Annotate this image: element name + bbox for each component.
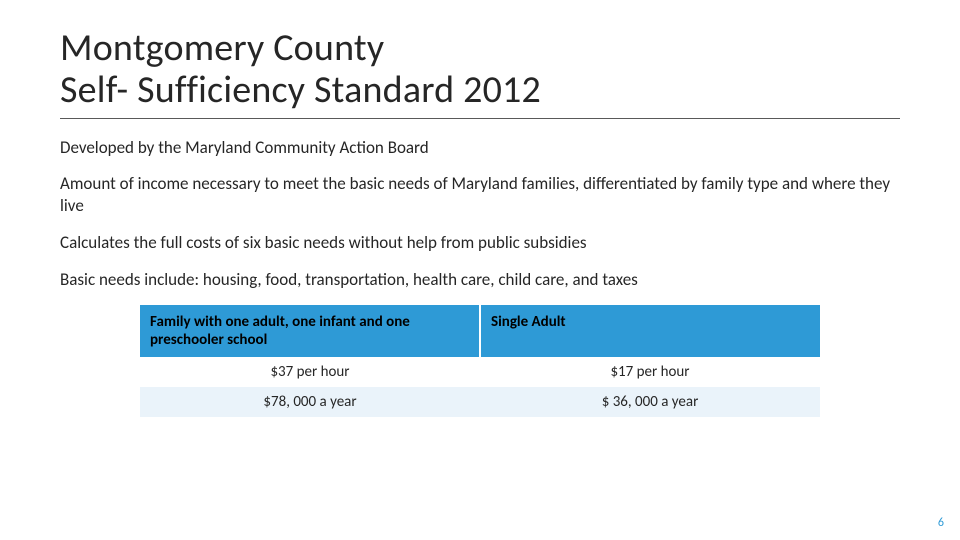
page-number: 6 (938, 516, 944, 530)
table: Family with one adult, one infant and on… (140, 305, 820, 417)
comparison-table: Family with one adult, one infant and on… (140, 305, 820, 417)
slide-content: Montgomery County Self- Sufficiency Stan… (0, 0, 960, 417)
table-header-row: Family with one adult, one infant and on… (140, 305, 820, 357)
title-line-1: Montgomery County (60, 25, 384, 71)
table-header-cell: Single Adult (480, 305, 820, 357)
bullet-item: Amount of income necessary to meet the b… (60, 173, 900, 217)
table-header-cell: Family with one adult, one infant and on… (140, 305, 480, 357)
table-cell: $17 per hour (480, 357, 820, 387)
table-cell: $ 36, 000 a year (480, 387, 820, 417)
bullet-item: Calculates the full costs of six basic n… (60, 232, 900, 254)
bullet-item: Developed by the Maryland Community Acti… (60, 137, 900, 159)
title-line-2: Self- Sufficiency Standard 2012 (60, 67, 541, 113)
table-row: $78, 000 a year $ 36, 000 a year (140, 387, 820, 417)
table-cell: $78, 000 a year (140, 387, 480, 417)
table-row: $37 per hour $17 per hour (140, 357, 820, 387)
table-cell: $37 per hour (140, 357, 480, 387)
bullet-list: Developed by the Maryland Community Acti… (60, 137, 900, 291)
bullet-item: Basic needs include: housing, food, tran… (60, 269, 900, 291)
slide-title: Montgomery County Self- Sufficiency Stan… (60, 28, 900, 119)
